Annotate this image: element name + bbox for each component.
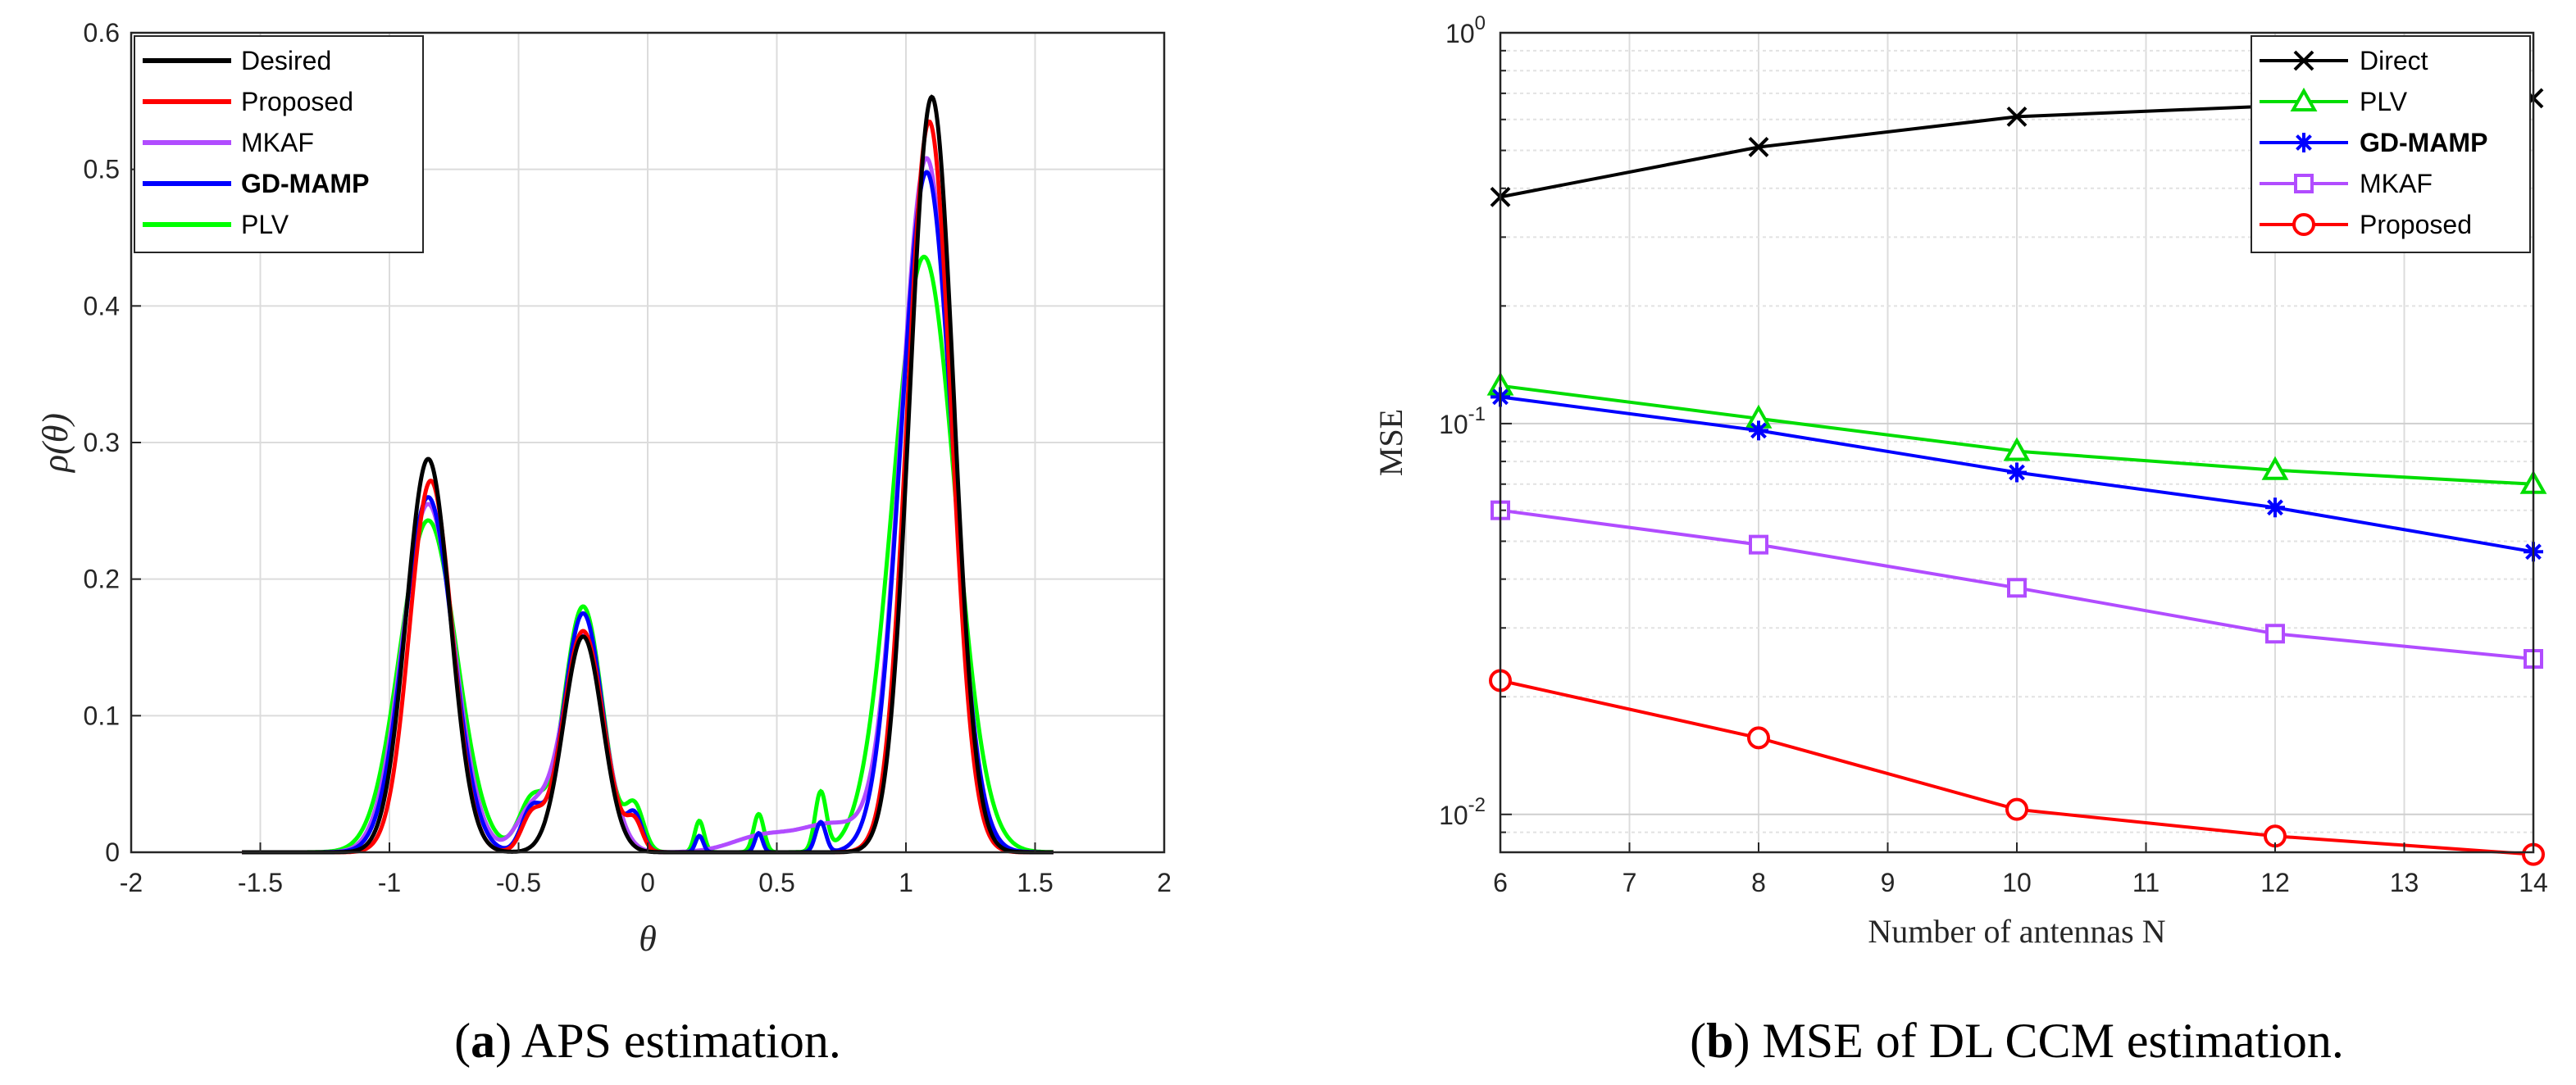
aps-x-tick-label: -1.5 — [238, 868, 283, 897]
mse-legend-label-direct: Direct — [2360, 46, 2428, 75]
aps-caption: (a) APS estimation. — [454, 1014, 841, 1068]
mse-y-tick-label: 10-2 — [1439, 794, 1486, 830]
mse-legend-label-plv: PLV — [2360, 87, 2408, 116]
mse-x-tick-label: 9 — [1881, 868, 1896, 897]
mse-marker-gd-mamp-stroke — [1750, 422, 1767, 439]
aps-x-tick-label: -1 — [378, 868, 401, 897]
mse-legend-label-mkaf: MKAF — [2360, 169, 2433, 198]
aps-x-tick-label: 1 — [899, 868, 913, 897]
mse-y-tick-label: 100 — [1445, 12, 1486, 48]
mse-legend-marker-direct-stroke — [2293, 50, 2314, 71]
aps-legend-label-proposed: Proposed — [241, 87, 353, 116]
aps-y-tick-label: 0.1 — [84, 701, 120, 730]
aps-y-tick-label: 0.2 — [84, 565, 120, 594]
mse-x-tick-label: 10 — [2002, 868, 2032, 897]
aps-x-tick-label: 2 — [1157, 868, 1172, 897]
aps-x-tick-label: 0.5 — [758, 868, 794, 897]
aps-y-tick-label: 0 — [105, 838, 120, 867]
aps-x-tick-label: -2 — [120, 868, 143, 897]
aps-y-axis-label: ρ(θ) — [35, 413, 75, 474]
mse-x-tick-label: 14 — [2519, 868, 2548, 897]
mse-x-tick-label: 8 — [1751, 868, 1766, 897]
mse-marker-direct — [2006, 106, 2028, 127]
mse-marker-direct-stroke — [1748, 137, 1769, 157]
aps-legend-label-plv: PLV — [241, 210, 289, 239]
aps-x-axis-label: θ — [639, 919, 657, 959]
mse-x-axis-label: Number of antennas N — [1868, 913, 2165, 950]
aps-x-tick-label: -0.5 — [496, 868, 541, 897]
mse-x-tick-label: 11 — [2132, 868, 2160, 897]
aps-chart: -2 -1.5 -1 -0.5 0 0.5 1 1.5 2 0 0.1 0.2 0.3 0.4 0.5 0.6… — [35, 18, 1172, 1068]
aps-y-tick-label: 0.3 — [84, 428, 120, 457]
mse-x-tick-label: 7 — [1623, 868, 1637, 897]
aps-x-tick-label: 0 — [640, 868, 655, 897]
mse-marker-gd-mamp-stroke — [2009, 464, 2025, 481]
mse-legend-marker-plv — [2290, 87, 2318, 111]
mse-chart: 6 7 8 9 10 11 12 13 14 10-2 10-1 100 Number of ante… — [1372, 12, 2548, 1068]
aps-legend-label-mkaf: MKAF — [241, 128, 314, 157]
aps-legend-label-desired: Desired — [241, 46, 331, 75]
mse-marker-proposed — [2005, 797, 2028, 821]
mse-x-tick-label: 12 — [2260, 868, 2290, 897]
aps-y-tick-label: 0.6 — [84, 18, 120, 48]
mse-y-tick-label: 10-1 — [1439, 403, 1486, 439]
mse-marker-gd-mamp-stroke — [2267, 499, 2283, 516]
mse-marker-mkaf — [1749, 534, 1768, 555]
mse-marker-gd-mamp — [1749, 420, 1768, 441]
aps-y-tick-label: 0.4 — [84, 291, 120, 320]
mse-x-tick-label: 6 — [1493, 868, 1508, 897]
mse-legend-marker-gd-mamp-stroke — [2296, 134, 2312, 151]
aps-legend-label-gd-mamp: GD-MAMP — [241, 169, 369, 198]
mse-marker-direct-stroke — [2006, 106, 2028, 127]
mse-marker-gd-mamp — [2265, 497, 2285, 518]
mse-legend-marker-proposed — [2292, 213, 2315, 236]
mse-x-tick-label: 13 — [2390, 868, 2419, 897]
mse-marker-mkaf — [2007, 578, 2027, 598]
mse-legend-marker-mkaf — [2294, 174, 2314, 193]
mse-marker-direct — [1748, 137, 1769, 157]
mse-y-axis-label: MSE — [1372, 409, 1409, 476]
mse-marker-gd-mamp — [2007, 462, 2027, 483]
mse-marker-plv — [2003, 437, 2031, 461]
mse-legend-label-proposed: Proposed — [2360, 210, 2472, 239]
mse-legend-marker-gd-mamp — [2294, 133, 2314, 152]
mse-marker-plv — [2261, 456, 2289, 480]
aps-x-tick-label: 1.5 — [1017, 868, 1053, 897]
mse-caption: (b) MSE of DL CCM estimation. — [1690, 1014, 2344, 1068]
aps-series-plv — [242, 254, 1054, 855]
mse-legend-label-gd-mamp: GD-MAMP — [2360, 128, 2487, 157]
mse-legend-marker-direct — [2293, 50, 2314, 71]
mse-marker-mkaf — [2265, 624, 2285, 644]
mse-marker-proposed — [1747, 726, 1770, 750]
aps-y-tick-label: 0.5 — [84, 155, 120, 184]
